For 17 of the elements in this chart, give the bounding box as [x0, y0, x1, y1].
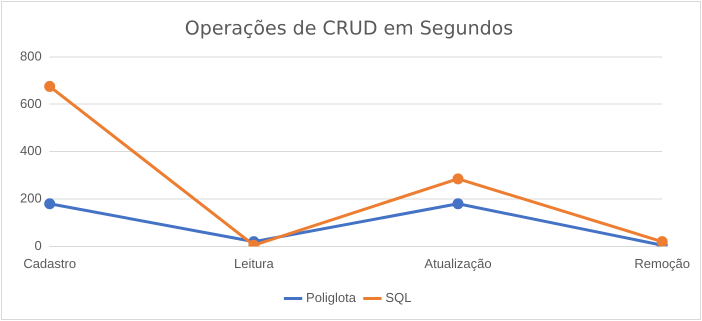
legend-label: SQL: [385, 290, 412, 306]
y-tick-label: 600: [20, 96, 42, 111]
y-tick-label: 0: [34, 238, 42, 253]
legend-label: Poliglota: [306, 290, 357, 306]
point: [452, 198, 464, 210]
x-tick-label: Leitura: [234, 256, 274, 271]
y-tick-label: 200: [20, 190, 42, 206]
point: [44, 198, 56, 210]
point: [656, 236, 668, 246]
x-tick-label: Atualização: [424, 256, 492, 271]
point: [452, 173, 464, 184]
y-tick-label: 400: [20, 143, 42, 158]
point: [44, 80, 56, 92]
x-tick-label: Remoção: [634, 256, 690, 271]
x-tick-label: Cadastro: [23, 256, 76, 271]
y-tick-label: 800: [20, 48, 42, 64]
chart-title: Operações de CRUD em Segundos: [184, 17, 514, 40]
